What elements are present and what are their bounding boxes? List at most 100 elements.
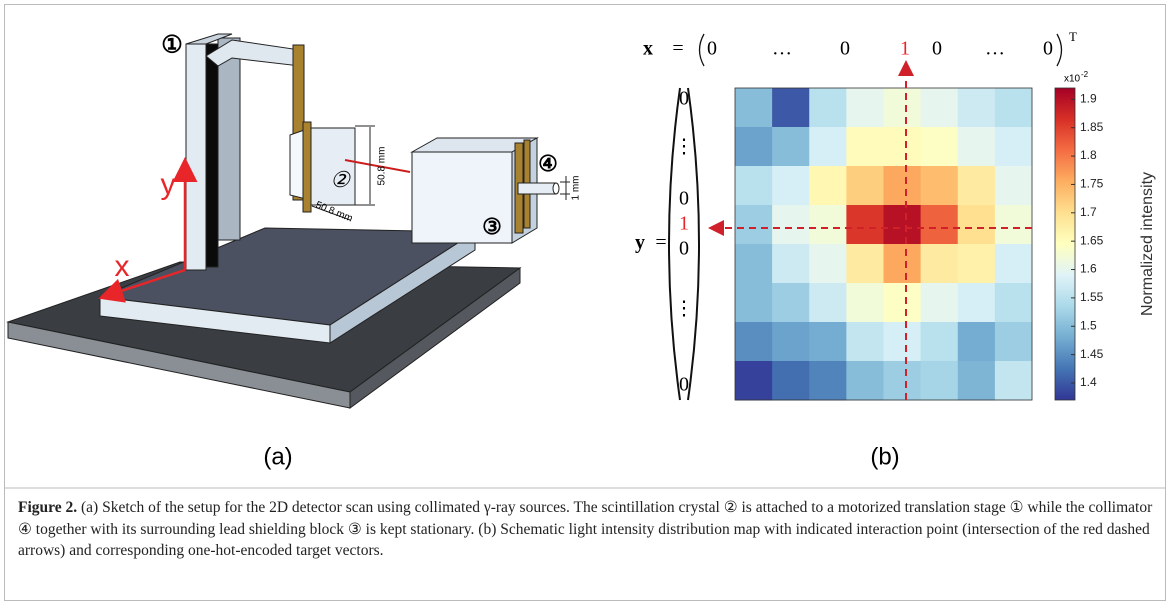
paren — [1057, 34, 1062, 66]
paren — [700, 34, 705, 66]
heat-cell — [772, 88, 810, 128]
heat-cell — [921, 166, 959, 206]
colorbar-label: Normalized intensity — [1139, 172, 1156, 316]
heat-cell — [958, 166, 996, 206]
heat-cell — [921, 127, 959, 167]
colorbar-tick-label: 1.4 — [1080, 375, 1097, 389]
colorbar-tick-label: 1.55 — [1080, 290, 1104, 304]
heat-cell — [958, 244, 996, 284]
colorbar — [1055, 88, 1075, 400]
heat-cell — [958, 205, 996, 245]
heat-cell — [958, 361, 996, 401]
equals: = — [672, 38, 683, 60]
marker: ② — [330, 167, 351, 192]
heat-cell — [772, 166, 810, 206]
transpose: T — [1069, 29, 1077, 44]
heatmap — [735, 88, 1033, 401]
heat-cell — [809, 205, 847, 245]
heat-cell — [735, 205, 773, 245]
heat-cell — [735, 127, 773, 167]
heat-cell — [772, 244, 810, 284]
vector-name: x — [643, 38, 653, 60]
heat-cell — [846, 127, 884, 167]
colorbar-tick-label: 1.9 — [1080, 92, 1097, 106]
heat-cell — [846, 166, 884, 206]
vector-entry: 1 — [900, 38, 910, 60]
colorbar-tick-label: 1.6 — [1080, 262, 1097, 276]
heat-cell — [995, 361, 1033, 401]
vector-entry: 0 — [679, 374, 689, 396]
heat-cell — [772, 283, 810, 323]
heat-cell — [884, 283, 922, 323]
heat-cell — [846, 205, 884, 245]
vector-entry: 0 — [679, 188, 689, 210]
heat-cell — [921, 88, 959, 128]
heat-cell — [921, 322, 959, 362]
heat-cell — [809, 244, 847, 284]
heat-cell — [735, 166, 773, 206]
colorbar-scale-exp: -2 — [1081, 70, 1089, 79]
caption-text: (a) Sketch of the setup for the 2D detec… — [18, 499, 1152, 559]
caption: Figure 2. (a) Sketch of the setup for th… — [18, 497, 1153, 562]
heat-cell — [884, 322, 922, 362]
equals: = — [655, 232, 666, 254]
panel-label: (a) — [263, 443, 292, 470]
heat-cell — [809, 283, 847, 323]
heat-cell — [772, 205, 810, 245]
heat-cell — [958, 283, 996, 323]
axis-label: x — [115, 250, 130, 283]
colorbar-tick-label: 1.75 — [1080, 177, 1104, 191]
colorbar-tick-label: 1.65 — [1080, 233, 1104, 247]
heat-cell — [995, 88, 1033, 128]
heat-cell — [735, 361, 773, 401]
heat-cell — [735, 244, 773, 284]
heat-cell — [958, 127, 996, 167]
colorbar-tick-label: 1.8 — [1080, 148, 1097, 162]
heat-cell — [995, 205, 1033, 245]
heat-cell — [995, 127, 1033, 167]
heat-cell — [846, 361, 884, 401]
heat-cell — [921, 361, 959, 401]
heat-cell — [809, 322, 847, 362]
heat-cell — [884, 88, 922, 128]
heat-cell — [995, 244, 1033, 284]
colorbar-tick-label: 1.45 — [1080, 347, 1104, 361]
heat-cell — [846, 88, 884, 128]
dimension: 50.8 mm — [377, 147, 388, 186]
caption-label: Figure 2. — [18, 499, 77, 516]
heat-cell — [772, 127, 810, 167]
vector-entry: 0 — [1043, 38, 1053, 60]
heat-cell — [735, 322, 773, 362]
marker: ① — [161, 31, 183, 58]
heat-cell — [995, 322, 1033, 362]
marker: ④ — [538, 151, 558, 176]
panel-label: (b) — [870, 443, 899, 470]
figure: ① ② ③ ④ y x 50.8 mm 50.8 mm 1 mm (a) (b)… — [0, 0, 1171, 610]
heat-cell — [809, 127, 847, 167]
colorbar-tick-label: 1.5 — [1080, 318, 1097, 332]
heat-cell — [846, 244, 884, 284]
vector-entry: 0 — [679, 238, 689, 260]
colorbar-ticks: 1.41.451.51.551.61.651.71.751.81.851.9 — [1071, 92, 1104, 390]
vector-entry: … — [772, 38, 792, 60]
heat-cell — [921, 283, 959, 323]
heat-cell — [735, 283, 773, 323]
vector-entry: ⋮ — [674, 298, 694, 320]
heat-cell — [772, 322, 810, 362]
vector-name: y — [635, 232, 645, 254]
colorbar-tick-label: 1.7 — [1080, 205, 1097, 219]
vector-entry: 0 — [932, 38, 942, 60]
vector-entry: 0 — [840, 38, 850, 60]
heat-cell — [884, 205, 922, 245]
heat-cell — [735, 88, 773, 128]
heat-cell — [921, 244, 959, 284]
vector-entry: ⋮ — [674, 136, 694, 158]
axis-label: y — [161, 168, 176, 201]
vector-entry: … — [985, 38, 1005, 60]
heat-cell — [846, 322, 884, 362]
dimension: 1 mm — [571, 176, 582, 201]
heat-cell — [809, 166, 847, 206]
heat-cell — [884, 127, 922, 167]
heat-cell — [958, 88, 996, 128]
